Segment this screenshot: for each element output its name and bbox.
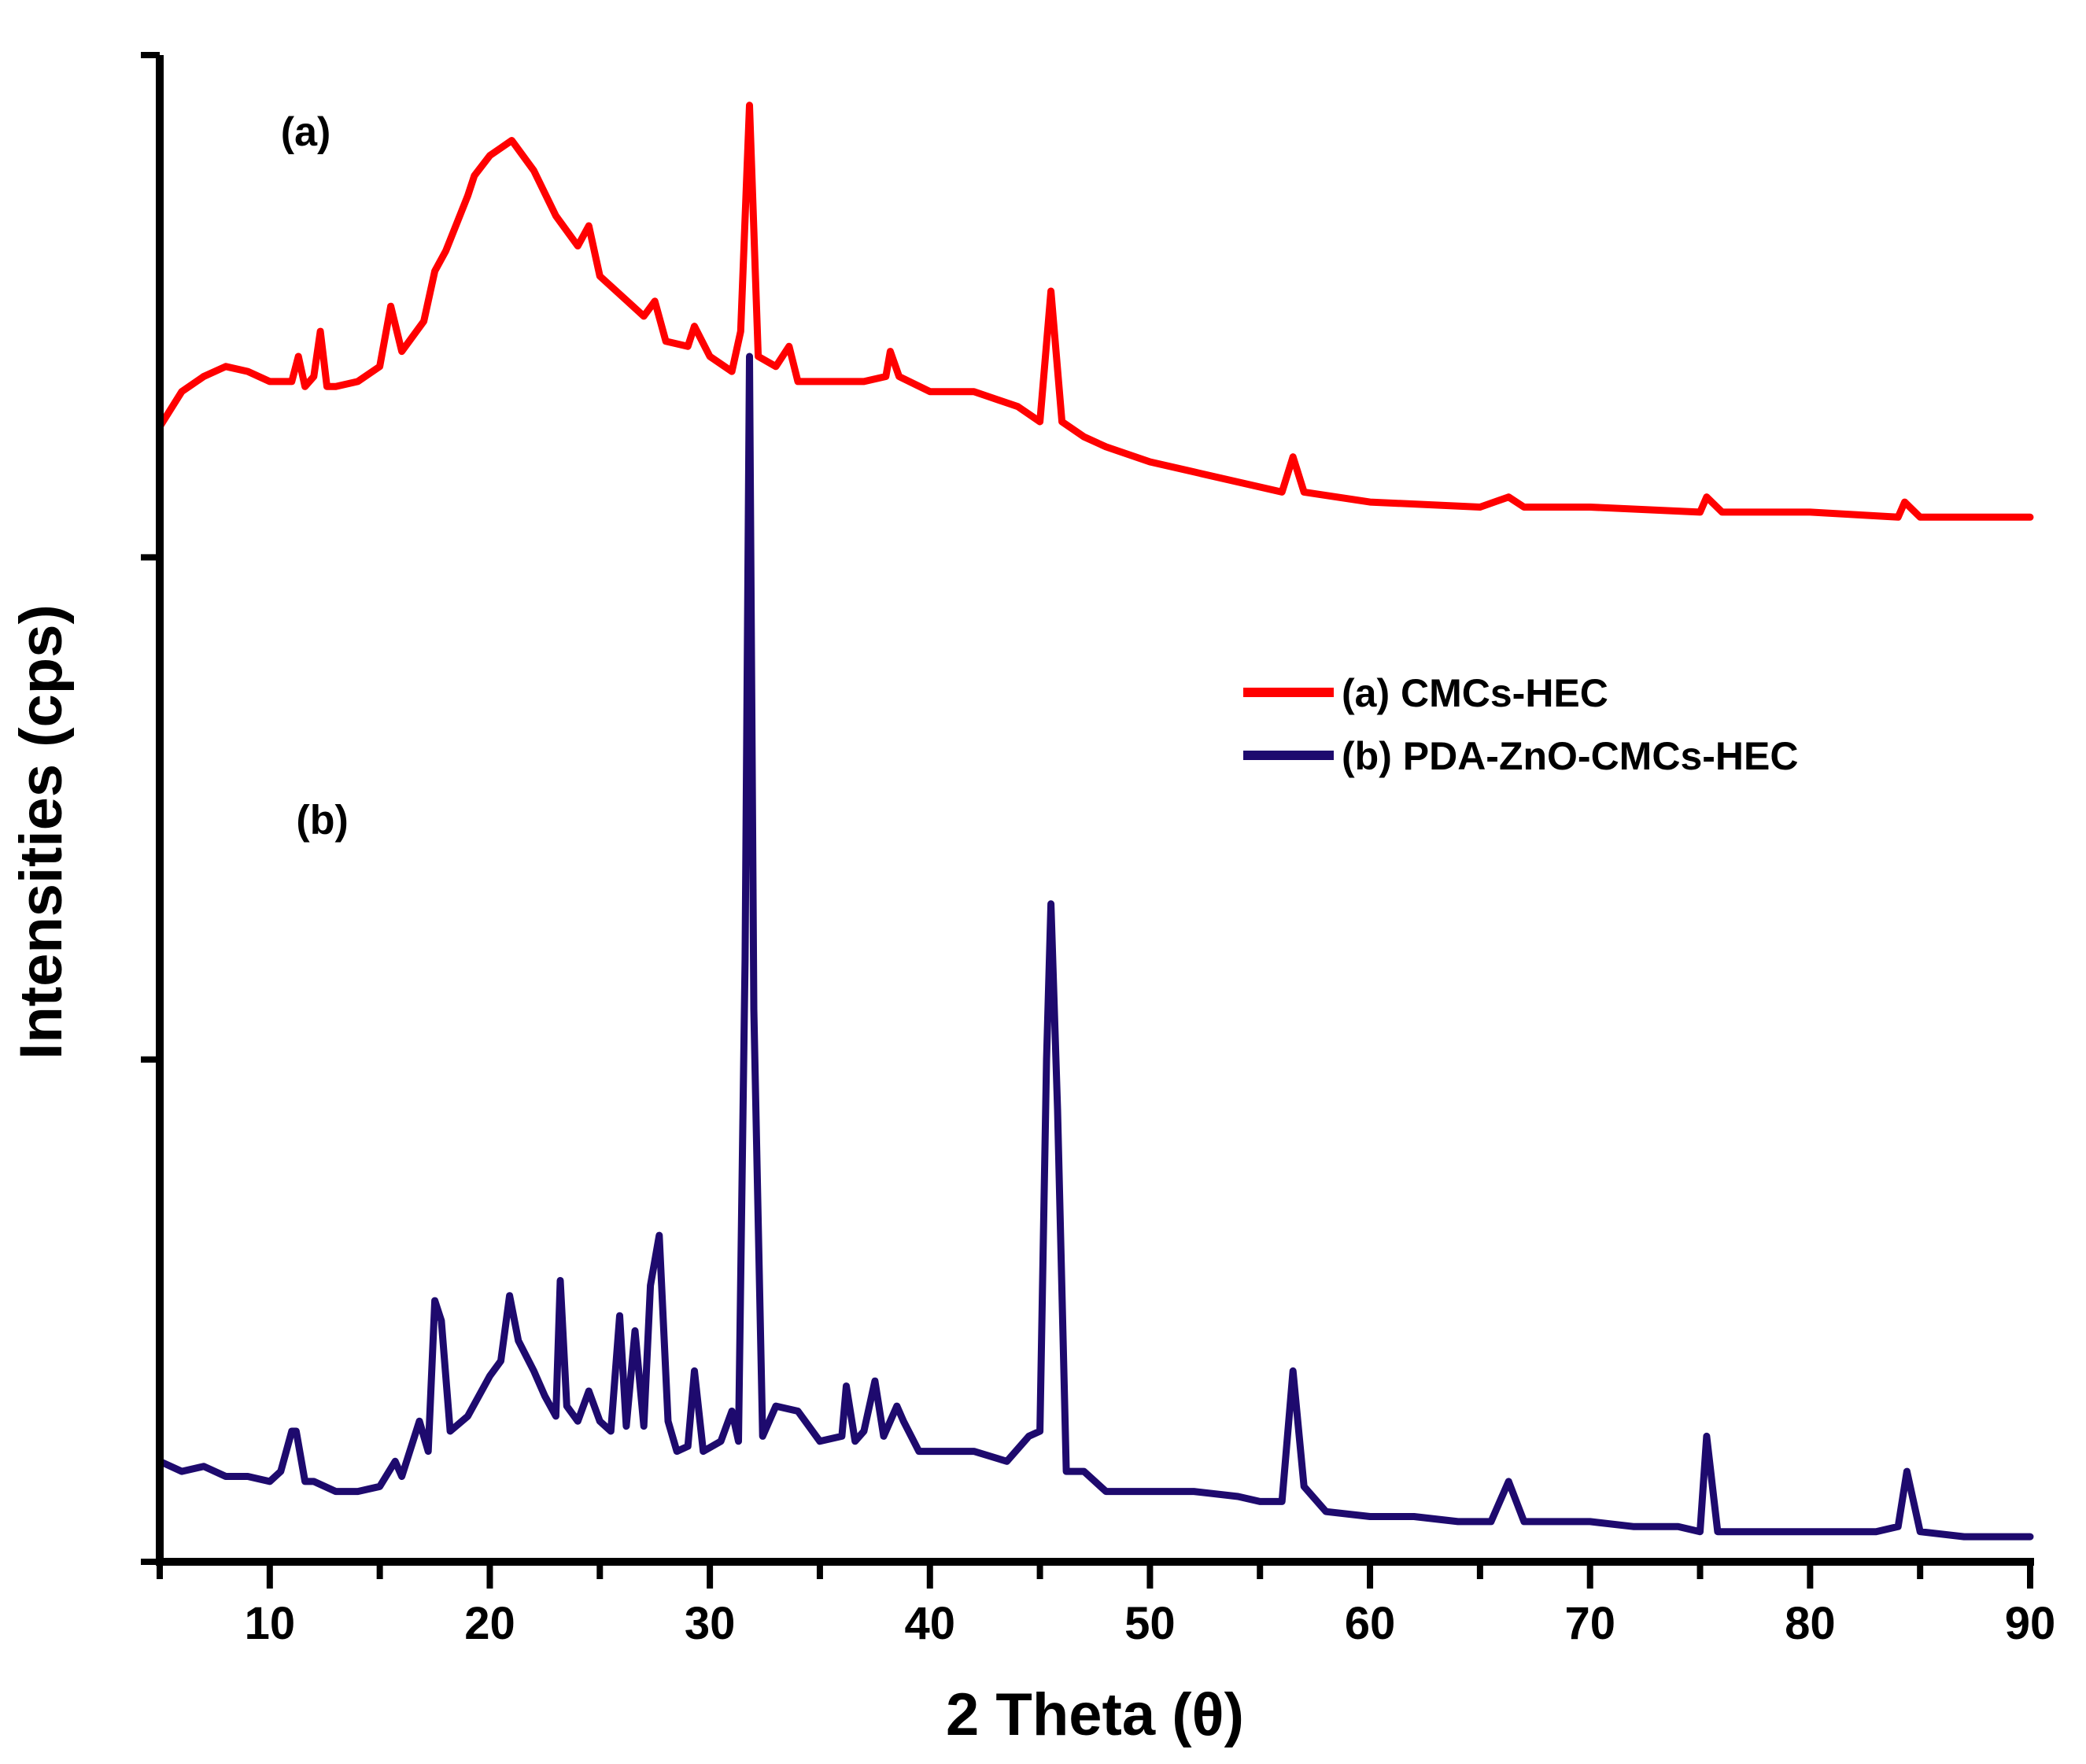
series-layer: [156, 101, 2034, 1541]
axes-layer: 10 20 30 40 50 60 70 80 90: [141, 52, 2056, 1649]
x-tick-label: 90: [2005, 1598, 2056, 1649]
y-axis-title: Intensities (cps): [8, 604, 75, 1060]
x-tick-label: 60: [1345, 1598, 1396, 1649]
series-line-b: [156, 352, 2034, 1541]
x-tick-label: 10: [245, 1598, 296, 1649]
y-ticks: [141, 52, 160, 1565]
series-line-a: [156, 101, 2034, 521]
panel-label-b: (b): [296, 797, 348, 843]
x-axis-title: 2 Theta (θ): [946, 1681, 1244, 1748]
legend: (a) CMCs-HEC (b) PDA-ZnO-CMCs-HEC: [1243, 671, 1798, 778]
annotations-layer: (a) (b): [281, 109, 349, 843]
legend-label-a: (a) CMCs-HEC: [1342, 671, 1608, 715]
x-ticks: 10 20 30 40 50 60 70 80 90: [157, 1562, 2056, 1649]
x-tick-label: 30: [685, 1598, 736, 1649]
x-tick-label: 20: [464, 1598, 515, 1649]
x-tick-label: 50: [1124, 1598, 1176, 1649]
x-tick-label: 80: [1785, 1598, 1836, 1649]
panel-label-a: (a): [281, 109, 331, 155]
x-tick-label: 70: [1564, 1598, 1615, 1649]
x-tick-label: 40: [905, 1598, 956, 1649]
legend-label-b: (b) PDA-ZnO-CMCs-HEC: [1342, 734, 1798, 778]
